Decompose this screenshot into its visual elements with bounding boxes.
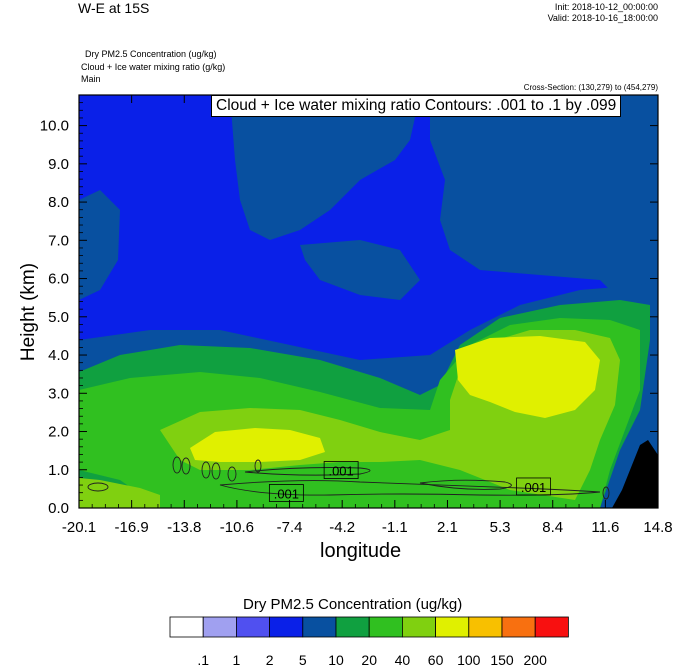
y-tick-label: 1.0 <box>48 462 69 479</box>
cloud-contour-line <box>244 467 371 476</box>
colorbar-swatch <box>335 616 370 638</box>
y-tick-label: 2.0 <box>48 424 69 441</box>
terrain-mask <box>612 440 658 508</box>
colorbar: .1 1 2 5 10 20 40 60 100 150 200 <box>169 616 569 667</box>
colorbar-swatch <box>501 616 536 638</box>
colorbar-swatch <box>435 616 470 638</box>
colorbar-level-label: 40 <box>395 652 411 667</box>
colorbar-level-label: 2 <box>266 652 274 667</box>
colorbar-swatch <box>534 616 569 638</box>
colorbar-level-label: 5 <box>299 652 307 667</box>
colorbar-swatch <box>202 616 237 638</box>
y-tick-label: 7.0 <box>48 232 69 249</box>
x-axis: -20.1 -16.9 -13.8 -10.6 -7.4 -4.2 -1.1 2.1 5.3 8.… <box>62 95 673 536</box>
y-tick-label: 4.0 <box>48 347 69 364</box>
colorbar-swatch <box>368 616 403 638</box>
region-surface-light <box>79 478 160 508</box>
contour-label-box <box>516 477 551 496</box>
x-tick-label: 5.3 <box>490 519 511 536</box>
init-time-label: Init: 2018-10-12_00:00:00 <box>554 2 658 12</box>
colorbar-swatch <box>468 616 503 638</box>
region-core-west <box>190 428 325 462</box>
valid-time-label: Valid: 2018-10-16_18:00:00 <box>547 13 658 23</box>
x-tick-label: -20.1 <box>62 519 96 536</box>
colorbar-swatch <box>235 616 270 638</box>
cloud-contour-cell <box>87 482 109 492</box>
colorbar-level-label: 1 <box>233 652 241 667</box>
colorbar-swatch <box>169 616 204 638</box>
contour-label-box <box>268 484 304 502</box>
y-axis: 0.0 1.0 2.0 3.0 4.0 5.0 6.0 7.0 8.0 9.0 10.0 <box>40 94 658 517</box>
colorbar-level-label: 20 <box>361 652 377 667</box>
contour-label: .001 <box>328 464 353 479</box>
x-tick-label: -7.4 <box>277 519 303 536</box>
colorbar-level-label: .1 <box>197 652 209 667</box>
y-tick-label: 8.0 <box>48 194 69 211</box>
y-tick-label: 10.0 <box>40 118 69 135</box>
x-tick-label: -13.8 <box>167 519 201 536</box>
cloud-contour-line <box>419 479 512 490</box>
colorbar-level-label: 60 <box>428 652 444 667</box>
chart-title: W-E at 15S <box>78 0 150 16</box>
x-tick-label: 11.6 <box>591 519 619 536</box>
field-label-cloud: Cloud + Ice water mixing ratio (g/kg) <box>81 62 226 72</box>
y-tick-label: 3.0 <box>48 385 69 402</box>
x-tick-label: -10.6 <box>220 519 254 536</box>
y-tick-label: 9.0 <box>48 156 69 173</box>
cloud-contour-layer <box>87 456 610 500</box>
cross-section-label: Cross-Section: (130,279) to (454,279) <box>523 83 658 92</box>
y-tick-label: 6.0 <box>48 271 69 288</box>
cloud-contour-cell <box>172 456 182 474</box>
colorbar-swatch <box>269 616 304 638</box>
colorbar-swatch <box>302 616 337 638</box>
contour-fill-layer <box>79 95 658 508</box>
region-core-east <box>455 336 600 418</box>
x-axis-label: longitude <box>320 540 402 562</box>
x-tick-label: -4.2 <box>329 519 355 536</box>
x-tick-label: 2.1 <box>437 519 458 536</box>
contour-label: .001 <box>274 486 299 501</box>
cloud-contour-cell <box>602 486 610 500</box>
contour-info-box: Cloud + Ice water mixing ratio Contours:… <box>211 95 622 117</box>
colorbar-level-label: 200 <box>524 652 548 667</box>
contour-label: .001 <box>521 480 546 495</box>
field-label-pm25: Dry PM2.5 Concentration (ug/kg) <box>85 49 217 59</box>
y-tick-label: 0.0 <box>48 500 69 517</box>
y-tick-label: 5.0 <box>48 309 69 326</box>
colorbar-level-label: 100 <box>457 652 481 667</box>
x-tick-label: 8.4 <box>542 519 563 536</box>
cloud-contour-cell <box>227 466 237 482</box>
contour-label-layer: .001 .001 .001 <box>268 461 551 502</box>
cloud-contour-cell <box>211 462 221 480</box>
colorbar-level-label: 150 <box>490 652 514 667</box>
x-tick-label: -1.1 <box>382 519 408 536</box>
colorbar-level-label: 10 <box>328 652 344 667</box>
region-upper-darkblue-patches <box>79 95 658 300</box>
y-axis-label: Height (km) <box>18 262 39 362</box>
cloud-contour-cell <box>201 461 211 479</box>
colorbar-title: Dry PM2.5 Concentration (ug/kg) <box>243 596 463 613</box>
cloud-contour-line <box>219 480 601 496</box>
x-tick-label: 14.8 <box>643 519 672 536</box>
contour-label-box <box>323 461 359 479</box>
field-label-main: Main <box>81 74 101 84</box>
cloud-contour-cell <box>181 457 191 475</box>
x-tick-label: -16.9 <box>115 519 149 536</box>
colorbar-swatch <box>401 616 436 638</box>
cloud-contour-cell <box>254 459 262 473</box>
